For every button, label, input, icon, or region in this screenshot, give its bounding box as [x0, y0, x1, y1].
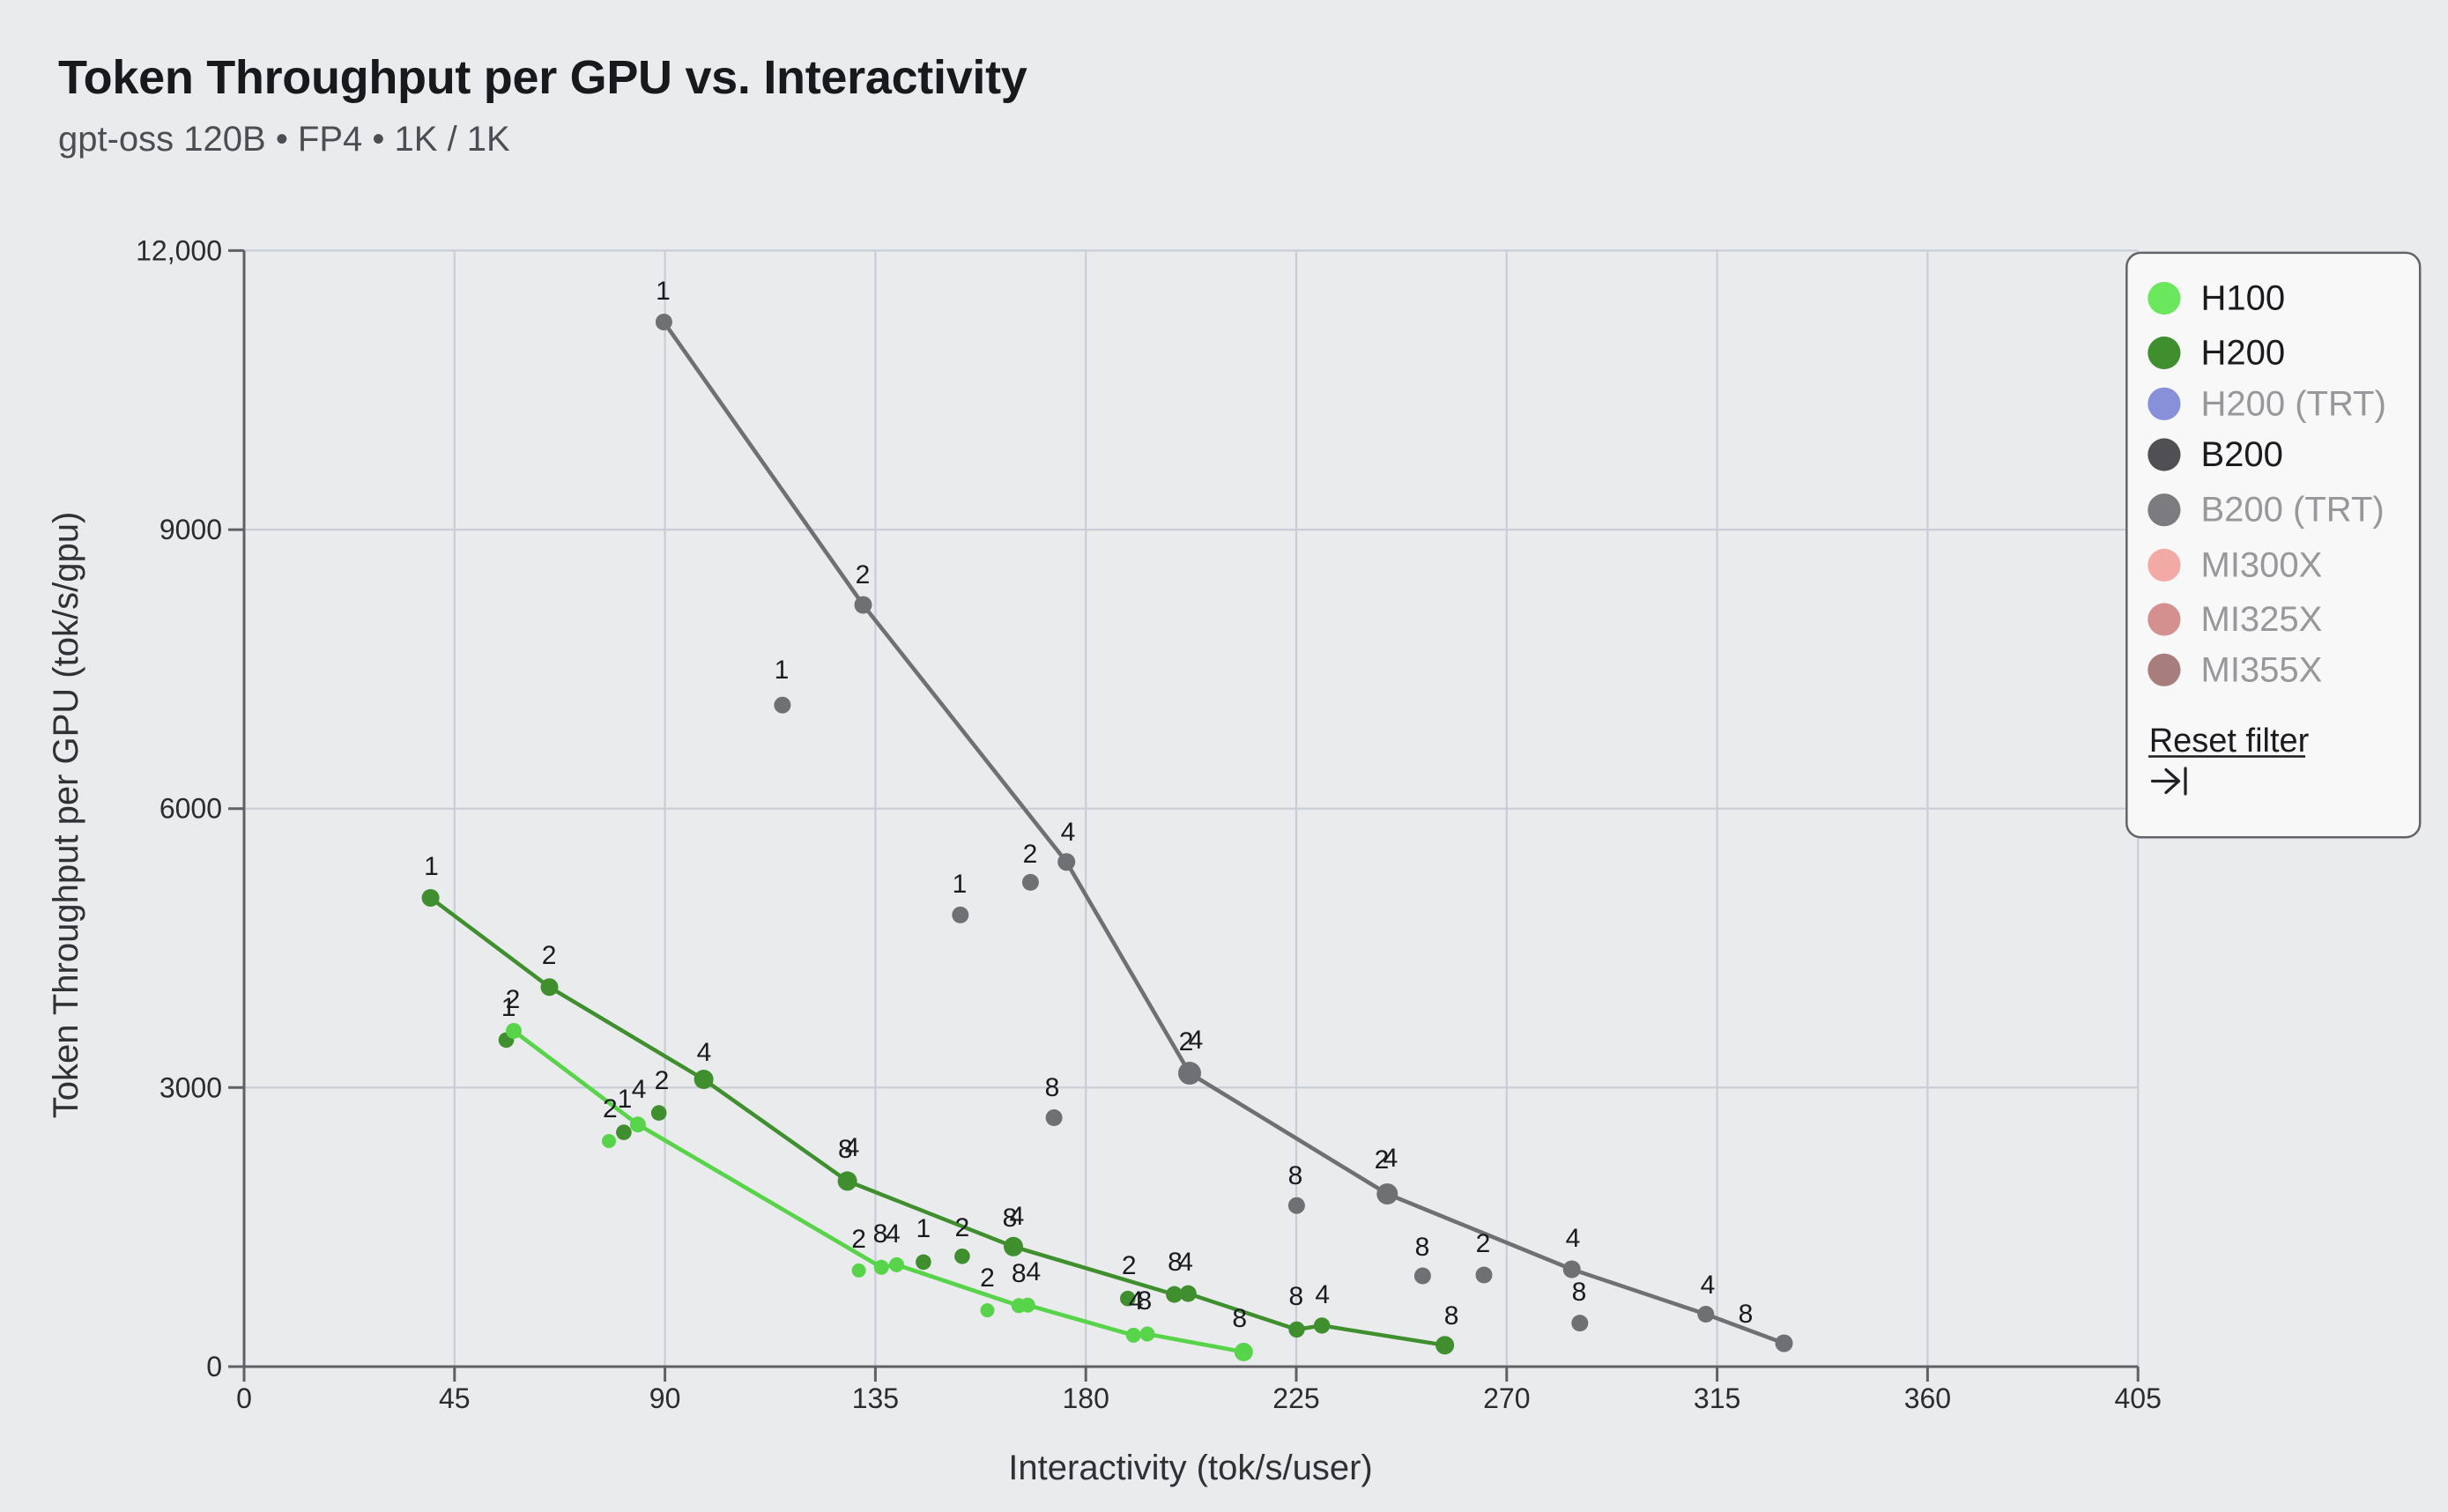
svg-text:8: 8 [1232, 1304, 1247, 1333]
svg-text:8: 8 [1003, 1204, 1018, 1233]
svg-text:8: 8 [1012, 1259, 1027, 1288]
svg-text:H200: H200 [2201, 334, 2286, 373]
svg-text:8: 8 [1045, 1073, 1060, 1102]
svg-text:MI300X: MI300X [2201, 545, 2323, 584]
svg-text:4: 4 [1315, 1280, 1330, 1309]
svg-text:2: 2 [1476, 1229, 1491, 1258]
svg-text:4: 4 [697, 1038, 712, 1067]
svg-text:2: 2 [542, 941, 557, 970]
svg-text:MI325X: MI325X [2201, 600, 2323, 639]
svg-text:360: 360 [1904, 1382, 1951, 1414]
svg-text:6000: 6000 [159, 793, 222, 825]
svg-text:8: 8 [1289, 1282, 1304, 1311]
svg-text:4: 4 [1010, 1202, 1025, 1231]
svg-text:90: 90 [649, 1382, 681, 1414]
svg-text:405: 405 [2115, 1382, 2162, 1414]
svg-text:270: 270 [1483, 1382, 1530, 1414]
svg-text:2: 2 [603, 1094, 618, 1123]
svg-text:2: 2 [980, 1264, 995, 1293]
svg-text:135: 135 [852, 1382, 899, 1414]
svg-text:8: 8 [1739, 1300, 1754, 1329]
svg-text:9000: 9000 [159, 514, 222, 545]
svg-text:315: 315 [1694, 1382, 1740, 1414]
svg-text:2: 2 [1122, 1251, 1137, 1280]
svg-text:8: 8 [1415, 1233, 1430, 1262]
svg-text:B200 (TRT): B200 (TRT) [2201, 491, 2385, 530]
svg-text:1: 1 [916, 1214, 931, 1243]
svg-text:1: 1 [501, 993, 516, 1022]
svg-text:2: 2 [851, 1225, 866, 1254]
svg-text:3000: 3000 [159, 1071, 222, 1103]
svg-text:4: 4 [1189, 1026, 1204, 1055]
svg-text:8: 8 [1572, 1278, 1587, 1307]
svg-text:2: 2 [1023, 840, 1038, 869]
svg-text:45: 45 [439, 1382, 471, 1414]
svg-text:H200 (TRT): H200 (TRT) [2201, 384, 2386, 423]
svg-text:0: 0 [206, 1351, 222, 1382]
svg-text:2: 2 [506, 985, 521, 1014]
svg-text:MI355X: MI355X [2201, 650, 2323, 689]
svg-text:4: 4 [1701, 1271, 1716, 1300]
svg-text:2: 2 [1179, 1027, 1194, 1056]
svg-text:8: 8 [1444, 1301, 1459, 1330]
svg-text:1: 1 [424, 852, 439, 881]
svg-text:Token Throughput per GPU (tok/: Token Throughput per GPU (tok/s/gpu) [47, 512, 85, 1119]
svg-text:4: 4 [1027, 1257, 1042, 1286]
svg-text:1: 1 [775, 656, 790, 685]
svg-text:4: 4 [1061, 818, 1076, 847]
svg-text:8: 8 [1168, 1248, 1183, 1277]
svg-text:8: 8 [873, 1219, 888, 1249]
svg-text:1: 1 [656, 277, 671, 306]
svg-text:4: 4 [632, 1075, 647, 1104]
svg-text:4: 4 [1383, 1144, 1398, 1173]
svg-text:2: 2 [955, 1213, 970, 1242]
svg-text:Reset filter: Reset filter [2149, 723, 2310, 760]
svg-text:180: 180 [1063, 1382, 1109, 1414]
svg-text:8: 8 [1288, 1161, 1303, 1190]
svg-text:H100: H100 [2201, 279, 2286, 318]
svg-text:4: 4 [845, 1133, 860, 1162]
svg-text:4: 4 [1129, 1286, 1144, 1316]
svg-text:4: 4 [1178, 1248, 1193, 1277]
svg-text:2: 2 [856, 560, 871, 589]
svg-text:4: 4 [886, 1219, 901, 1249]
svg-text:B200: B200 [2201, 435, 2283, 474]
svg-text:Interactivity (tok/s/user): Interactivity (tok/s/user) [1008, 1449, 1372, 1487]
svg-text:0: 0 [236, 1382, 252, 1414]
svg-text:225: 225 [1272, 1382, 1319, 1414]
svg-text:1: 1 [618, 1085, 633, 1114]
svg-text:1: 1 [953, 870, 968, 899]
svg-text:12,000: 12,000 [136, 234, 222, 266]
svg-text:8: 8 [838, 1135, 853, 1164]
svg-text:8: 8 [1137, 1286, 1152, 1316]
svg-text:2: 2 [1375, 1145, 1390, 1175]
svg-text:4: 4 [1566, 1224, 1581, 1253]
svg-text:2: 2 [655, 1066, 670, 1095]
